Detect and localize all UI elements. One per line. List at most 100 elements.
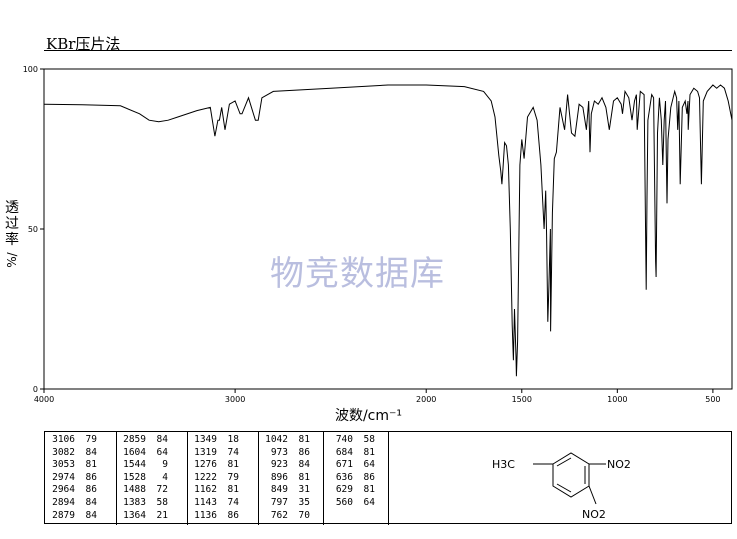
peak-wavenumber: 762 [270,509,288,521]
peak-transmittance: 84 [85,509,97,521]
peak-table-row: 1136 86 [187,510,258,523]
y-axis-label-char-1: 透 [5,200,19,216]
y-tick-label: 100 [23,65,38,74]
peak-transmittance: 86 [298,446,310,458]
peak-transmittance: 58 [156,496,168,508]
peak-transmittance: 81 [298,434,310,445]
peak-transmittance: 70 [298,509,310,521]
peak-table-row: 797 35 [258,497,323,510]
peak-table-row: 740 58 [323,434,388,447]
nitro-label-2: NO2 [582,508,606,521]
peak-transmittance: 81 [85,459,97,471]
peak-table-row: 762 70 [258,510,323,523]
peak-table-row: 636 86 [323,472,388,485]
peak-table-row: 1276 81 [187,459,258,472]
peak-wavenumber: 1544 [123,459,146,471]
y-tick-label: 0 [33,385,38,394]
peak-transmittance: 84 [156,434,168,445]
peak-transmittance: 84 [85,446,97,458]
peak-table-row: 1528 4 [116,472,187,485]
nitro-label-1: NO2 [607,458,631,471]
peak-table-column: 1042 81 973 86 923 84 896 81 849 31 797 35 762 70 [258,432,324,525]
spectrum-series-line [43,84,733,377]
peak-wavenumber: 636 [335,471,353,483]
x-axis-ticks: 4000 3000 2000 1500 1000 500 [34,389,721,404]
peak-wavenumber: 973 [270,446,288,458]
benzene-ring [533,452,606,505]
peak-wavenumber: 629 [335,484,353,496]
peak-transmittance: 64 [156,446,168,458]
peak-transmittance: 81 [227,484,239,496]
peak-transmittance: 58 [363,434,375,445]
peak-wavenumber: 560 [335,496,353,508]
peak-wavenumber: 1042 [265,434,288,445]
peak-table-row: 849 31 [258,484,323,497]
peak-wavenumber: 3082 [52,446,75,458]
peak-transmittance: 35 [298,496,310,508]
peak-table-row: 2964 86 [45,484,116,497]
peak-wavenumber: 1136 [194,509,217,521]
peak-transmittance: 64 [363,459,375,471]
y-axis-label-unit: %/ [5,252,19,268]
method-label: KBr压片法 [46,35,121,53]
peak-table-row: 1162 81 [187,484,258,497]
peak-wavenumber: 3106 [52,434,75,445]
peak-transmittance: 81 [298,471,310,483]
ir-spectrum-chart: 0 50 100 4000 3000 2000 1500 1000 500 [23,65,733,404]
peak-wavenumber: 1143 [194,496,217,508]
peak-table-row: 560 64 [323,497,388,510]
peak-table-row: 671 64 [323,459,388,472]
peak-wavenumber: 2964 [52,484,75,496]
peak-transmittance: 18 [227,434,239,445]
peak-table-row: 3053 81 [45,459,116,472]
peak-transmittance: 72 [156,484,168,496]
peak-transmittance: 31 [298,484,310,496]
x-tick-label: 2000 [416,395,436,404]
peak-table-row: 973 86 [258,447,323,460]
peak-table-row: 684 81 [323,447,388,460]
peak-table-row: 923 84 [258,459,323,472]
peak-wavenumber: 849 [270,484,288,496]
peak-transmittance: 21 [156,509,168,521]
peak-wavenumber: 684 [335,446,353,458]
peak-wavenumber: 1528 [123,471,146,483]
peak-transmittance: 79 [227,471,239,483]
methyl-label: H3C [492,458,515,471]
peak-transmittance: 79 [85,434,97,445]
peak-table-row: 1488 72 [116,484,187,497]
peak-transmittance: 4 [162,471,168,483]
chemical-structure: H3C NO2 NO2 [388,432,731,523]
peak-wavenumber: 1276 [194,459,217,471]
peak-transmittance: 74 [227,446,239,458]
peak-transmittance: 9 [162,459,168,471]
peak-wavenumber: 797 [270,496,288,508]
peak-table-row: 2894 84 [45,497,116,510]
y-axis-label-char-3: 率 [5,232,19,248]
peak-wavenumber: 1162 [194,484,217,496]
peak-table-row: 2859 84 [116,434,187,447]
peak-wavenumber: 2974 [52,471,75,483]
x-tick-label: 1500 [512,395,532,404]
peak-transmittance: 81 [363,446,375,458]
peak-wavenumber: 1364 [123,509,146,521]
peak-table-row: 2974 86 [45,472,116,485]
peak-transmittance: 64 [363,496,375,508]
peak-transmittance: 84 [85,496,97,508]
peak-transmittance: 84 [298,459,310,471]
peak-wavenumber: 1222 [194,471,217,483]
peak-wavenumber: 2879 [52,509,75,521]
peak-transmittance: 81 [363,484,375,496]
y-axis-label-char-2: 过 [5,216,19,232]
peak-wavenumber: 740 [335,434,353,445]
peak-table-row: 3106 79 [45,434,116,447]
peak-wavenumber: 1319 [194,446,217,458]
peak-transmittance: 86 [85,471,97,483]
peak-table-row: 1319 74 [187,447,258,460]
watermark-text: 物竞数据库 [270,254,445,294]
peak-wavenumber: 2859 [123,434,146,445]
x-tick-label: 3000 [225,395,245,404]
peak-table-row: 1364 21 [116,510,187,523]
x-axis-label: 波数/cm⁻¹ [334,408,403,424]
peak-table-row: 1604 64 [116,447,187,460]
peak-wavenumber: 2894 [52,496,75,508]
